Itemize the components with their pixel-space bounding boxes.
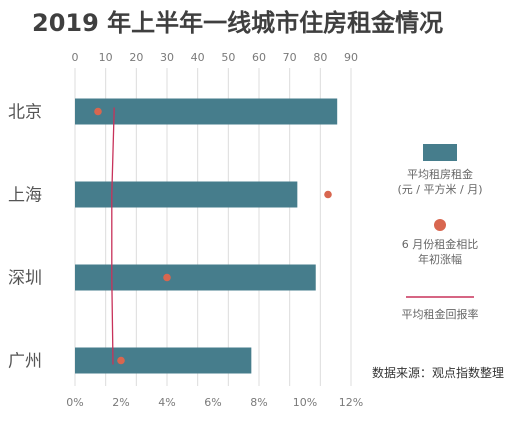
bar: [75, 264, 316, 291]
bottom-axis: 0% 2% 4% 6% 8% 10% 12%: [66, 396, 363, 409]
bottom-tick-label: 10%: [293, 396, 317, 409]
legend-bar-label: 平均租房租金: [407, 167, 473, 181]
legend-bar-swatch: [423, 144, 457, 161]
legend-line-label: 平均租金回报率: [402, 307, 479, 321]
growth-dot: [94, 107, 102, 116]
top-tick-label: 30: [160, 51, 174, 64]
bar: [75, 98, 338, 125]
top-tick-label: 80: [313, 51, 327, 64]
growth-dot: [324, 190, 332, 199]
growth-dot: [117, 356, 125, 365]
category-label: 上海: [8, 186, 42, 206]
bottom-tick-label: 12%: [339, 396, 363, 409]
top-tick-label: 60: [252, 51, 266, 64]
bottom-tick-label: 8%: [250, 396, 267, 409]
top-tick-label: 0: [72, 51, 79, 64]
bottom-tick-label: 4%: [158, 396, 175, 409]
chart-title: 2019 年上半年一线城市住房租金情况: [32, 9, 443, 37]
legend-dot-swatch: [434, 219, 446, 231]
top-tick-label: 50: [221, 51, 235, 64]
top-tick-label: 10: [99, 51, 113, 64]
top-tick-label: 20: [129, 51, 143, 64]
category-label: 北京: [8, 103, 42, 123]
bottom-tick-label: 6%: [204, 396, 221, 409]
growth-series: [94, 107, 332, 365]
top-tick-label: 90: [344, 51, 358, 64]
bar: [75, 181, 298, 208]
bottom-tick-label: 0%: [66, 396, 83, 409]
top-tick-label: 70: [283, 51, 297, 64]
category-label: 深圳: [8, 269, 42, 289]
legend-dot-label: 年初涨幅: [418, 252, 462, 266]
category-label: 广州: [8, 352, 42, 372]
top-axis: 0 10 20 30 40 50 60 70 80 90: [72, 51, 359, 64]
legend-bar-label: (元 / 平方米 / 月): [398, 182, 483, 196]
bar: [75, 347, 252, 374]
bar-series: [75, 98, 338, 374]
source-note: 数据来源：观点指数整理: [372, 365, 504, 380]
legend-dot-label: 6 月份租金相比: [402, 237, 479, 251]
growth-dot: [163, 273, 171, 282]
top-tick-label: 40: [191, 51, 205, 64]
return-rate-series: [111, 107, 115, 365]
bottom-tick-label: 2%: [112, 396, 129, 409]
return-rate-line: [111, 107, 115, 365]
